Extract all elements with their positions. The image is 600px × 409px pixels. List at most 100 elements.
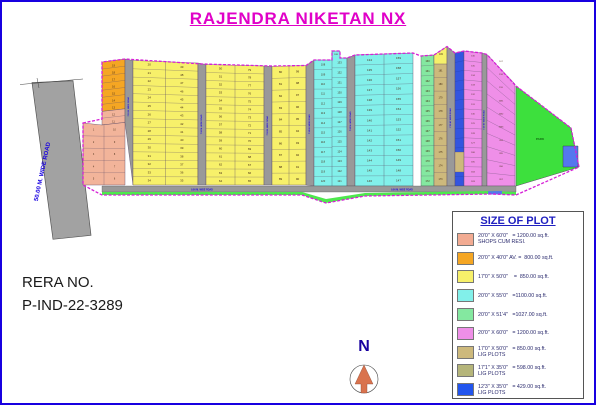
svg-text:54: 54 xyxy=(219,98,223,102)
svg-text:123: 123 xyxy=(337,159,342,163)
svg-text:122: 122 xyxy=(337,169,342,173)
svg-text:7.50 M. WIDE ROAD: 7.50 M. WIDE ROAD xyxy=(483,110,486,130)
svg-text:84: 84 xyxy=(279,118,283,122)
svg-text:112: 112 xyxy=(321,101,326,105)
svg-text:176: 176 xyxy=(439,137,444,140)
svg-text:130: 130 xyxy=(337,90,342,94)
svg-text:108: 108 xyxy=(321,63,326,67)
svg-text:15: 15 xyxy=(112,92,116,96)
svg-text:19: 19 xyxy=(112,63,116,67)
svg-text:49: 49 xyxy=(180,65,184,69)
svg-text:131: 131 xyxy=(337,80,342,84)
svg-text:143: 143 xyxy=(367,149,372,153)
svg-text:172: 172 xyxy=(425,179,430,183)
svg-text:178: 178 xyxy=(439,110,444,113)
svg-text:46: 46 xyxy=(180,89,184,93)
svg-text:7.50 M. WIDE ROAD: 7.50 M. WIDE ROAD xyxy=(308,114,311,134)
svg-text:31: 31 xyxy=(148,154,152,158)
svg-text:88: 88 xyxy=(279,165,283,169)
svg-text:119: 119 xyxy=(321,169,326,173)
svg-text:148: 148 xyxy=(396,168,401,172)
svg-text:42: 42 xyxy=(180,122,184,126)
svg-text:N: N xyxy=(358,338,370,355)
svg-text:133: 133 xyxy=(337,61,342,65)
svg-text:113: 113 xyxy=(321,111,326,115)
svg-text:135: 135 xyxy=(367,68,372,72)
svg-text:30: 30 xyxy=(148,145,152,149)
svg-text:115: 115 xyxy=(321,130,326,134)
svg-text:44: 44 xyxy=(180,106,184,110)
svg-text:121: 121 xyxy=(337,179,342,183)
svg-text:129: 129 xyxy=(337,100,342,104)
svg-text:77: 77 xyxy=(248,84,252,88)
svg-text:137: 137 xyxy=(367,88,372,92)
svg-text:74: 74 xyxy=(248,107,252,111)
svg-text:14: 14 xyxy=(112,99,116,103)
svg-text:57: 57 xyxy=(219,123,223,127)
svg-text:29: 29 xyxy=(148,137,152,141)
svg-text:48: 48 xyxy=(180,73,184,77)
svg-text:95: 95 xyxy=(296,117,300,121)
svg-text:7.50 M. WIDE ROAD: 7.50 M. WIDE ROAD xyxy=(449,108,452,128)
svg-text:156: 156 xyxy=(396,87,401,91)
svg-text:150: 150 xyxy=(396,148,401,152)
svg-text:127: 127 xyxy=(337,120,342,124)
svg-text:43: 43 xyxy=(180,114,184,118)
svg-text:152: 152 xyxy=(396,128,401,132)
svg-text:16: 16 xyxy=(112,85,116,89)
svg-text:141: 141 xyxy=(367,128,372,132)
svg-text:132: 132 xyxy=(337,71,342,75)
svg-text:142: 142 xyxy=(367,138,372,142)
svg-text:9.00 M. WIDE ROAD: 9.00 M. WIDE ROAD xyxy=(191,188,213,191)
svg-text:52: 52 xyxy=(219,82,223,86)
svg-text:59: 59 xyxy=(219,139,223,143)
svg-text:18: 18 xyxy=(112,70,116,74)
svg-text:56: 56 xyxy=(219,115,223,119)
svg-text:47: 47 xyxy=(180,81,184,85)
svg-text:55: 55 xyxy=(219,106,223,110)
svg-text:26: 26 xyxy=(148,112,152,116)
svg-text:167: 167 xyxy=(425,129,430,133)
svg-text:60: 60 xyxy=(219,147,223,151)
svg-text:80: 80 xyxy=(279,70,283,74)
svg-text:82: 82 xyxy=(279,94,283,98)
svg-text:79: 79 xyxy=(248,68,252,72)
svg-text:118: 118 xyxy=(321,160,326,164)
svg-text:138: 138 xyxy=(367,98,372,102)
svg-text:94: 94 xyxy=(296,129,300,133)
svg-text:58: 58 xyxy=(219,131,223,135)
svg-text:50: 50 xyxy=(219,66,223,70)
svg-text:62: 62 xyxy=(219,163,223,167)
svg-text:71: 71 xyxy=(248,131,252,135)
svg-text:35: 35 xyxy=(180,179,184,183)
svg-text:96: 96 xyxy=(296,105,300,109)
svg-text:39: 39 xyxy=(180,146,184,150)
svg-text:175: 175 xyxy=(439,151,444,154)
svg-text:134: 134 xyxy=(367,58,372,62)
svg-text:144: 144 xyxy=(367,159,372,163)
svg-text:114: 114 xyxy=(321,121,326,125)
svg-text:34: 34 xyxy=(148,179,152,183)
svg-text:28: 28 xyxy=(148,129,152,133)
svg-text:162: 162 xyxy=(425,79,430,83)
svg-text:117: 117 xyxy=(321,150,326,154)
svg-text:7.50 M. WIDE ROAD: 7.50 M. WIDE ROAD xyxy=(200,114,203,134)
svg-text:91: 91 xyxy=(296,165,300,169)
svg-text:75: 75 xyxy=(248,100,252,104)
svg-text:68: 68 xyxy=(248,155,252,159)
svg-text:27: 27 xyxy=(148,121,152,125)
svg-text:93: 93 xyxy=(296,141,300,145)
svg-text:140: 140 xyxy=(367,118,372,122)
svg-text:171: 171 xyxy=(425,169,430,173)
svg-text:166: 166 xyxy=(425,119,430,123)
svg-text:161: 161 xyxy=(425,69,430,73)
svg-text:25: 25 xyxy=(148,104,152,108)
svg-text:110: 110 xyxy=(321,82,326,86)
svg-text:170: 170 xyxy=(425,159,430,163)
svg-text:22: 22 xyxy=(148,79,152,83)
svg-text:85: 85 xyxy=(279,129,283,133)
svg-text:168: 168 xyxy=(425,139,430,143)
svg-text:21: 21 xyxy=(148,71,152,75)
svg-text:90: 90 xyxy=(296,177,300,181)
svg-text:174: 174 xyxy=(439,164,444,167)
